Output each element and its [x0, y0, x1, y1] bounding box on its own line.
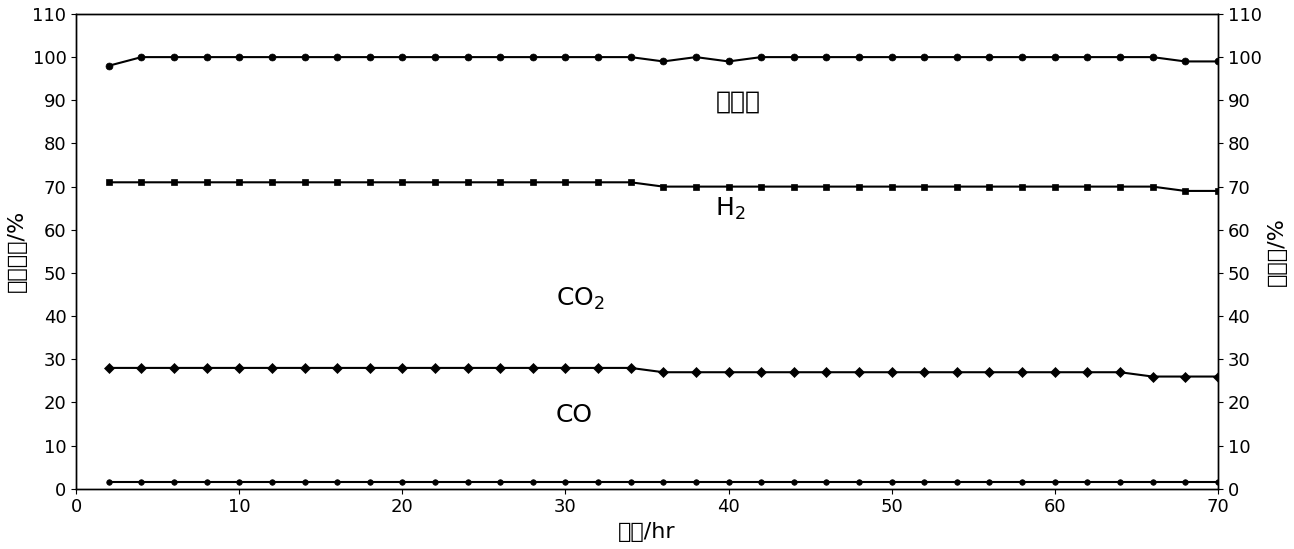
Y-axis label: 产物组成/%: 产物组成/%: [6, 210, 27, 293]
X-axis label: 时间/hr: 时间/hr: [619, 522, 675, 542]
Text: H$_2$: H$_2$: [716, 196, 745, 222]
Text: 转化率: 转化率: [716, 90, 761, 114]
Y-axis label: 转化率/%: 转化率/%: [1267, 217, 1288, 286]
Text: CO$_2$: CO$_2$: [555, 286, 604, 312]
Text: CO: CO: [555, 404, 593, 427]
